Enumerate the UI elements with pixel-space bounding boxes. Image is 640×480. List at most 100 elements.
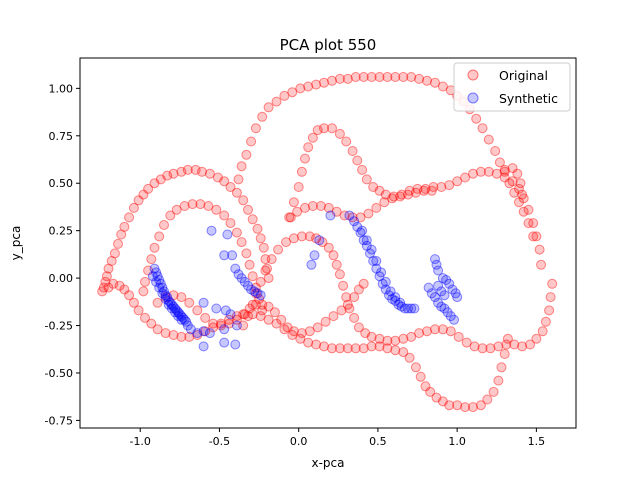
- original-point: [525, 339, 535, 350]
- synthetic-point: [220, 305, 231, 316]
- original-point: [296, 328, 307, 339]
- original-point: [468, 402, 478, 413]
- original-point: [212, 172, 223, 183]
- synthetic-point: [439, 303, 450, 314]
- original-point: [358, 278, 369, 289]
- original-point: [176, 166, 187, 177]
- original-point: [342, 343, 353, 354]
- synthetic-point: [165, 297, 176, 308]
- original-point: [452, 176, 463, 187]
- original-point: [236, 237, 247, 248]
- original-point: [347, 146, 358, 156]
- original-point: [319, 341, 329, 352]
- synthetic-point: [178, 312, 188, 323]
- original-point: [315, 201, 326, 211]
- synthetic-point: [406, 303, 417, 314]
- synthetic-point: [182, 320, 193, 331]
- synthetic-point: [152, 271, 163, 282]
- original-point: [390, 345, 401, 356]
- synthetic-point: [176, 314, 187, 325]
- y-tick-label: 0.50: [49, 177, 74, 190]
- original-point: [414, 73, 425, 84]
- original-point: [195, 199, 206, 210]
- original-point: [236, 161, 247, 172]
- synthetic-point: [166, 299, 177, 310]
- original-point: [353, 322, 364, 333]
- original-point: [179, 201, 190, 211]
- original-point: [311, 79, 322, 90]
- y-tick-label: 0.00: [49, 272, 74, 285]
- original-point: [426, 185, 437, 196]
- original-point: [398, 72, 409, 82]
- x-tick-label: 0.0: [290, 435, 308, 448]
- original-point: [418, 185, 429, 196]
- x-tick-label: 1.5: [528, 435, 546, 448]
- original-point: [269, 307, 280, 318]
- synthetic-point: [151, 276, 162, 287]
- original-point: [437, 396, 448, 407]
- original-point: [342, 73, 353, 84]
- synthetic-point: [325, 210, 336, 221]
- original-point: [243, 204, 253, 215]
- original-point: [499, 164, 510, 175]
- synthetic-point: [349, 216, 360, 227]
- original-point: [312, 322, 323, 333]
- original-point: [260, 265, 271, 276]
- original-point: [257, 111, 268, 122]
- original-point: [471, 113, 482, 124]
- original-point: [482, 394, 493, 405]
- original-point: [100, 276, 111, 287]
- x-tick-label: 1.0: [448, 435, 466, 448]
- original-point: [208, 322, 219, 333]
- synthetic-point: [163, 299, 174, 310]
- original-point: [428, 182, 439, 192]
- original-point: [200, 312, 211, 323]
- y-axis-label: y_pca: [9, 226, 23, 261]
- original-point: [119, 284, 130, 295]
- original-point: [224, 314, 234, 325]
- synthetic-point: [198, 326, 209, 337]
- original-point: [149, 178, 160, 189]
- original-point: [490, 146, 501, 156]
- synthetic-point: [371, 256, 382, 266]
- original-point: [109, 248, 120, 259]
- original-point: [311, 339, 322, 350]
- x-axis-ticks: -1.0 -0.5 0.0 0.5 1.0 1.5: [129, 428, 545, 448]
- synthetic-point: [171, 305, 182, 316]
- original-point: [350, 72, 361, 82]
- synthetic-point: [390, 292, 401, 303]
- original-point: [352, 155, 363, 166]
- original-point: [422, 326, 432, 337]
- original-point: [488, 386, 499, 397]
- original-point: [536, 259, 547, 270]
- synthetic-point: [442, 307, 453, 318]
- synthetic-point: [160, 294, 171, 304]
- synthetic-point: [219, 324, 230, 335]
- original-point: [512, 168, 523, 179]
- original-point: [303, 337, 314, 348]
- synthetic-point: [154, 275, 165, 285]
- original-point: [368, 182, 379, 192]
- original-point: [285, 212, 296, 223]
- original-point: [244, 259, 255, 270]
- synthetic-point: [173, 307, 184, 318]
- plot-frame: [79, 57, 577, 429]
- synthetic-point: [384, 290, 394, 301]
- synthetic-point: [385, 286, 396, 297]
- synthetic-point: [437, 273, 448, 284]
- original-point: [263, 102, 274, 113]
- original-point: [452, 400, 463, 411]
- synthetic-point: [249, 286, 260, 297]
- original-point: [128, 297, 139, 308]
- legend-box: [453, 62, 571, 112]
- original-point: [257, 299, 268, 310]
- synthetic-point: [179, 314, 190, 325]
- original-point: [390, 335, 401, 346]
- original-point: [319, 77, 329, 88]
- original-point: [293, 182, 304, 192]
- original-point: [504, 178, 515, 189]
- original-point: [250, 282, 261, 293]
- synthetic-point: [170, 307, 181, 318]
- original-point: [355, 212, 366, 223]
- synthetic-point: [227, 250, 238, 261]
